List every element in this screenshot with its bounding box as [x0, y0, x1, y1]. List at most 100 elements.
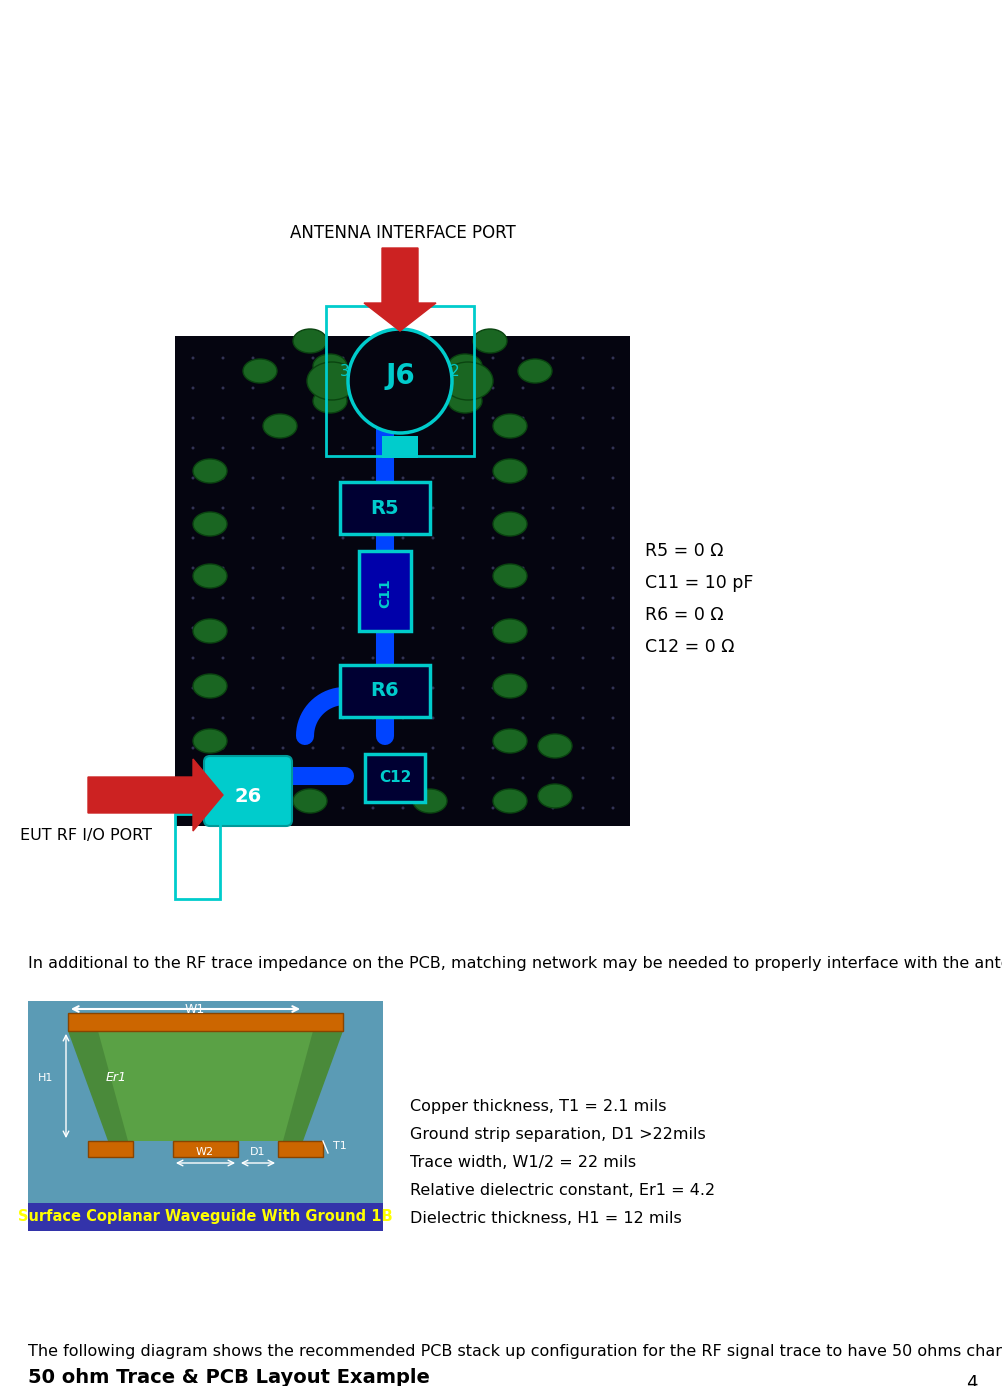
Circle shape [491, 596, 494, 600]
Ellipse shape [493, 620, 526, 643]
Circle shape [252, 506, 255, 510]
Circle shape [611, 356, 614, 359]
Circle shape [252, 747, 255, 750]
Circle shape [282, 446, 285, 449]
Circle shape [341, 506, 344, 510]
Ellipse shape [192, 729, 226, 753]
Circle shape [581, 417, 584, 420]
Circle shape [401, 807, 404, 809]
Circle shape [551, 626, 554, 629]
Circle shape [341, 686, 344, 689]
Circle shape [371, 717, 374, 719]
Text: Relative dielectric constant, Er1 = 4.2: Relative dielectric constant, Er1 = 4.2 [410, 1184, 714, 1198]
Circle shape [521, 686, 524, 689]
Circle shape [431, 776, 434, 779]
Circle shape [221, 417, 224, 420]
Circle shape [282, 356, 285, 359]
Circle shape [491, 387, 494, 389]
Text: R5 = 0 Ω: R5 = 0 Ω [644, 542, 722, 560]
Circle shape [551, 477, 554, 480]
Circle shape [491, 477, 494, 480]
Circle shape [312, 626, 315, 629]
Text: Dielectric thickness, H1 = 12 mils: Dielectric thickness, H1 = 12 mils [410, 1211, 681, 1227]
Circle shape [491, 506, 494, 510]
Circle shape [191, 717, 194, 719]
Circle shape [282, 506, 285, 510]
Ellipse shape [192, 459, 226, 482]
Circle shape [191, 626, 194, 629]
Circle shape [341, 356, 344, 359]
Circle shape [461, 567, 464, 570]
Circle shape [191, 506, 194, 510]
Circle shape [341, 477, 344, 480]
Circle shape [191, 356, 194, 359]
Circle shape [581, 506, 584, 510]
Circle shape [312, 387, 315, 389]
Text: 1: 1 [395, 435, 405, 450]
Text: ANTENNA INTERFACE PORT: ANTENNA INTERFACE PORT [290, 225, 515, 243]
Circle shape [431, 446, 434, 449]
Circle shape [312, 747, 315, 750]
Circle shape [252, 536, 255, 539]
Circle shape [431, 596, 434, 600]
Circle shape [581, 596, 584, 600]
Circle shape [461, 446, 464, 449]
Circle shape [581, 657, 584, 660]
Circle shape [191, 596, 194, 600]
Ellipse shape [413, 789, 447, 814]
Circle shape [581, 807, 584, 809]
Circle shape [191, 417, 194, 420]
Circle shape [521, 776, 524, 779]
Circle shape [312, 446, 315, 449]
Circle shape [401, 387, 404, 389]
Circle shape [401, 747, 404, 750]
Text: Er1: Er1 [106, 1071, 127, 1084]
Ellipse shape [493, 564, 526, 588]
Ellipse shape [493, 511, 526, 536]
Circle shape [221, 356, 224, 359]
Bar [340, 665, 430, 717]
Circle shape [221, 686, 224, 689]
Circle shape [341, 717, 344, 719]
Circle shape [191, 807, 194, 809]
Circle shape [282, 477, 285, 480]
Circle shape [431, 356, 434, 359]
Circle shape [461, 417, 464, 420]
Circle shape [491, 356, 494, 359]
Ellipse shape [537, 784, 571, 808]
Ellipse shape [493, 459, 526, 482]
Circle shape [491, 657, 494, 660]
Circle shape [401, 657, 404, 660]
Text: C12 = 0 Ω: C12 = 0 Ω [644, 638, 733, 656]
Text: In additional to the RF trace impedance on the PCB, matching network may be need: In additional to the RF trace impedance … [28, 956, 1002, 972]
Circle shape [401, 536, 404, 539]
Circle shape [461, 626, 464, 629]
Circle shape [221, 626, 224, 629]
Circle shape [581, 747, 584, 750]
Circle shape [401, 477, 404, 480]
Text: D1: D1 [250, 1148, 266, 1157]
Circle shape [491, 686, 494, 689]
Bar [174, 814, 219, 900]
Bar [359, 552, 411, 631]
Circle shape [252, 807, 255, 809]
Circle shape [461, 506, 464, 510]
Circle shape [252, 477, 255, 480]
Circle shape [581, 686, 584, 689]
Circle shape [581, 717, 584, 719]
Circle shape [521, 596, 524, 600]
Circle shape [252, 356, 255, 359]
Circle shape [611, 446, 614, 449]
Circle shape [312, 356, 315, 359]
Circle shape [401, 626, 404, 629]
Circle shape [312, 596, 315, 600]
Circle shape [371, 747, 374, 750]
Circle shape [431, 686, 434, 689]
Circle shape [191, 477, 194, 480]
Ellipse shape [192, 674, 226, 699]
Circle shape [551, 657, 554, 660]
Text: 2: 2 [450, 363, 459, 378]
Circle shape [611, 686, 614, 689]
Circle shape [611, 776, 614, 779]
Circle shape [611, 657, 614, 660]
